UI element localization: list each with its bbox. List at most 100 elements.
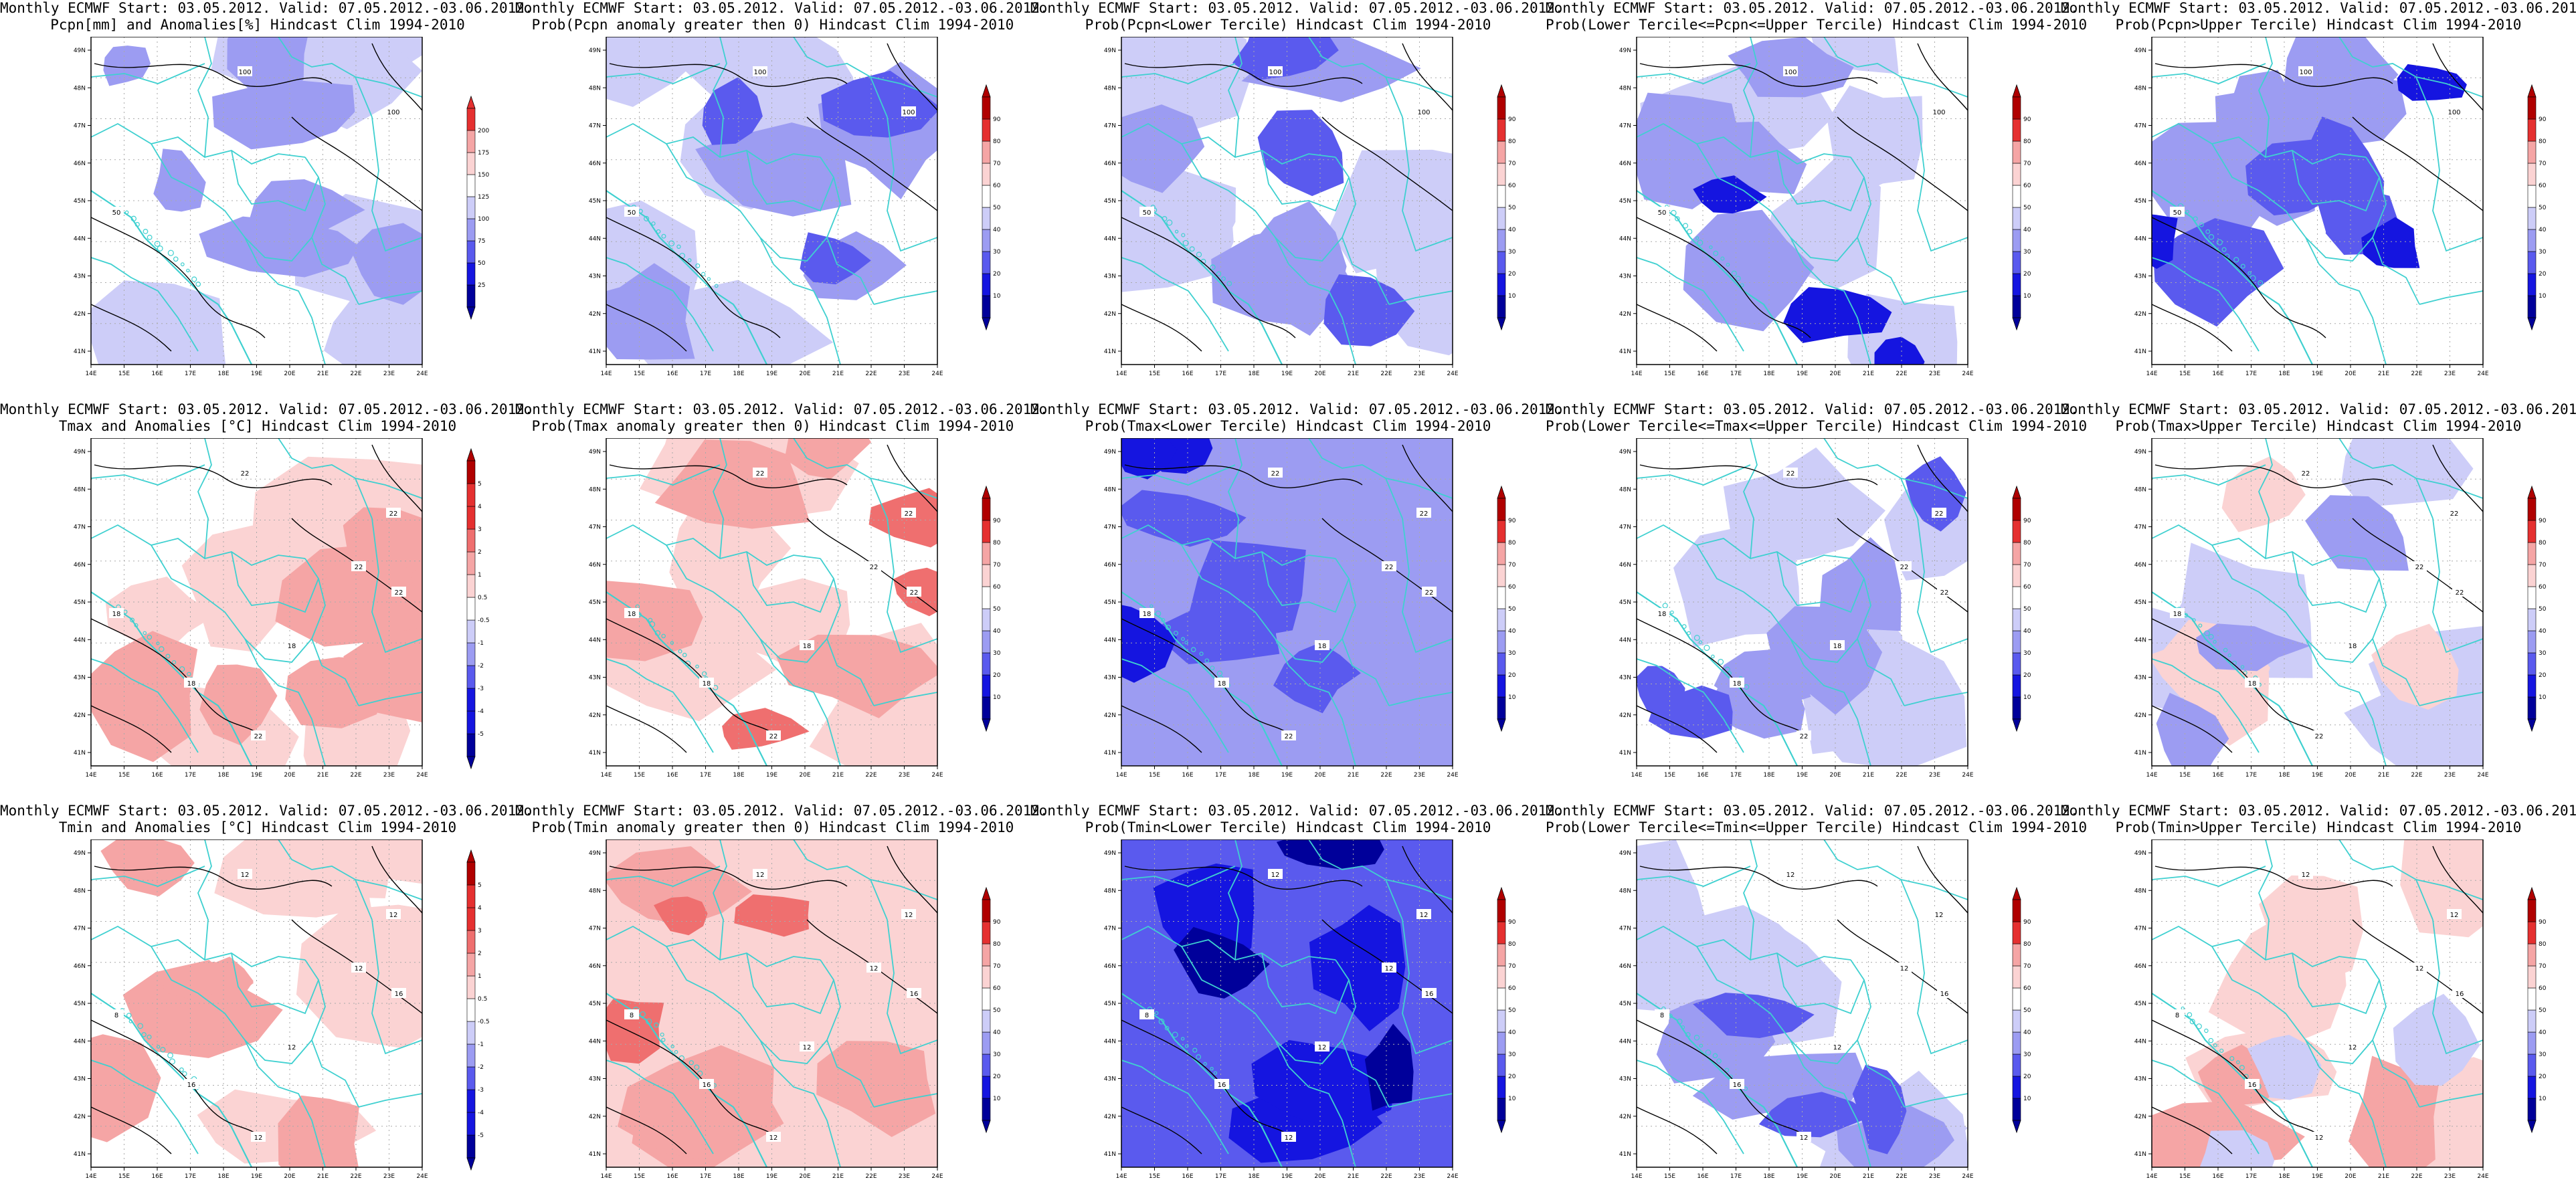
contour-label-bg [2312, 730, 2326, 740]
lon-tick-label: 22E [350, 772, 361, 779]
country-border [358, 290, 422, 305]
contour-label: 18 [2248, 680, 2257, 688]
lon-tick-label: 19E [2312, 1173, 2323, 1180]
contour-label-bg [1730, 678, 1744, 688]
lon-tick-label: 14E [85, 772, 96, 779]
panel-title-header: Monthly ECMWF Start: 03.05.2012. Valid: … [2061, 401, 2576, 417]
island [648, 617, 653, 623]
island [2185, 209, 2190, 214]
colorbar-segment [2527, 1076, 2537, 1099]
contour-label-bg [866, 561, 881, 571]
lon-tick-label: 24E [416, 1173, 428, 1180]
contour-label: 16 [187, 1082, 196, 1089]
lon-tick-label: 16E [1697, 772, 1708, 779]
colorbar-label: 20 [2539, 271, 2547, 278]
country-border [1743, 839, 1758, 961]
lat-tick-label: 44N [74, 235, 86, 242]
colorbar-segment [2527, 674, 2537, 698]
lat-tick-label: 42N [74, 712, 86, 719]
island [674, 1049, 678, 1054]
contour-label: 16 [2248, 1082, 2257, 1089]
lat-tick-label: 47N [2134, 123, 2146, 130]
country-border [1743, 37, 1758, 158]
country-border [151, 544, 259, 666]
map-panel-15: Monthly ECMWF Start: 03.05.2012. Valid: … [2061, 803, 2576, 1204]
lon-tick-label: 21E [317, 1173, 329, 1180]
colorbar: 10 20 30 40 50 60 70 80 90 [2527, 886, 2547, 1134]
colorbar-max-arrow [2012, 886, 2021, 900]
colorbar-max-arrow [2527, 485, 2537, 499]
contour-label-bg [1139, 1009, 1154, 1019]
anomaly-area [1693, 993, 1815, 1038]
lat-tick-label: 43N [1619, 274, 1631, 280]
colorbar-segment [466, 862, 476, 886]
contour-label: 12 [355, 965, 363, 973]
contour-label: 18 [703, 680, 711, 688]
climatology-contour [1124, 866, 1363, 890]
lon-tick-label: 17E [2245, 1173, 2257, 1180]
climatology-contour [1321, 116, 1453, 211]
lon-tick-label: 24E [931, 772, 943, 779]
colorbar-label: 50 [1508, 606, 1516, 613]
island [660, 1032, 664, 1037]
colorbar-label: 30 [2023, 1051, 2031, 1058]
colorbar-segment [1497, 696, 1506, 720]
lat-tick-label: 46N [1104, 963, 1116, 970]
country-border [1917, 116, 1968, 252]
map-plot: 100 100 50 14E 15E 16E 17E 18E 19E 20E 21E 22E 23E 24… [589, 37, 943, 377]
colorbar-label: 30 [1508, 249, 1516, 256]
colorbar-segment [2012, 273, 2021, 296]
colorbar-max-arrow [1497, 485, 1506, 499]
contour-label-bg [1214, 678, 1229, 688]
lat-tick-label: 43N [2134, 675, 2146, 682]
contour-label: 22 [1800, 733, 1809, 740]
lat-tick-label: 42N [1104, 1114, 1116, 1120]
country-border [1288, 264, 1356, 365]
island [169, 1058, 175, 1065]
panel-title: Monthly ECMWF Start: 03.05.2012. Valid: … [515, 803, 1048, 836]
island [1149, 604, 1154, 608]
lon-tick-label: 18E [1248, 371, 1259, 377]
anomaly-area [1273, 642, 1361, 714]
climatology-contour [1637, 217, 1811, 338]
anomaly-area [668, 37, 858, 138]
colorbar-label: 70 [2539, 963, 2547, 970]
climatology-contour [887, 444, 937, 512]
country-border [746, 150, 834, 212]
colorbar-segment [466, 1021, 476, 1045]
island [2196, 1023, 2202, 1029]
anomaly-area [103, 45, 151, 86]
anomaly-area [1697, 121, 1807, 195]
colorbar-segment [2012, 1009, 2021, 1033]
island [1695, 236, 1699, 240]
island [1155, 610, 1162, 617]
contour-label-bg [2298, 869, 2313, 879]
contour-label-bg [800, 1041, 814, 1051]
island [1210, 666, 1215, 671]
colorbar-label: 90 [2539, 116, 2547, 123]
island [682, 652, 687, 658]
lon-tick-label: 14E [600, 772, 612, 779]
colorbar-min-arrow [2012, 1120, 2021, 1134]
anomaly-area [91, 631, 198, 763]
island [157, 245, 163, 252]
lon-tick-label: 15E [634, 1173, 645, 1180]
contour-label-bg [184, 1079, 199, 1089]
island [1158, 1018, 1165, 1025]
island [2240, 264, 2245, 269]
lon-tick-label: 21E [1348, 371, 1359, 377]
colorbar-segment [2012, 163, 2021, 186]
lat-tick-label: 43N [589, 1076, 601, 1083]
contour-label: 18 [1218, 680, 1226, 688]
climatology-contour [1124, 63, 1363, 87]
contour-label-bg [1830, 1041, 1845, 1051]
colorbar-label: 40 [993, 1029, 1001, 1036]
contour-label-bg [109, 207, 124, 217]
climatology-contour [1917, 845, 1968, 914]
climatology-contour [1121, 1106, 1202, 1155]
panel-title-header: Monthly ECMWF Start: 03.05.2012. Valid: … [515, 803, 1048, 819]
island [195, 281, 201, 287]
country-border [713, 839, 727, 961]
country-border [2211, 544, 2320, 666]
colorbar: 10 20 30 40 50 60 70 80 90 [2527, 485, 2547, 732]
